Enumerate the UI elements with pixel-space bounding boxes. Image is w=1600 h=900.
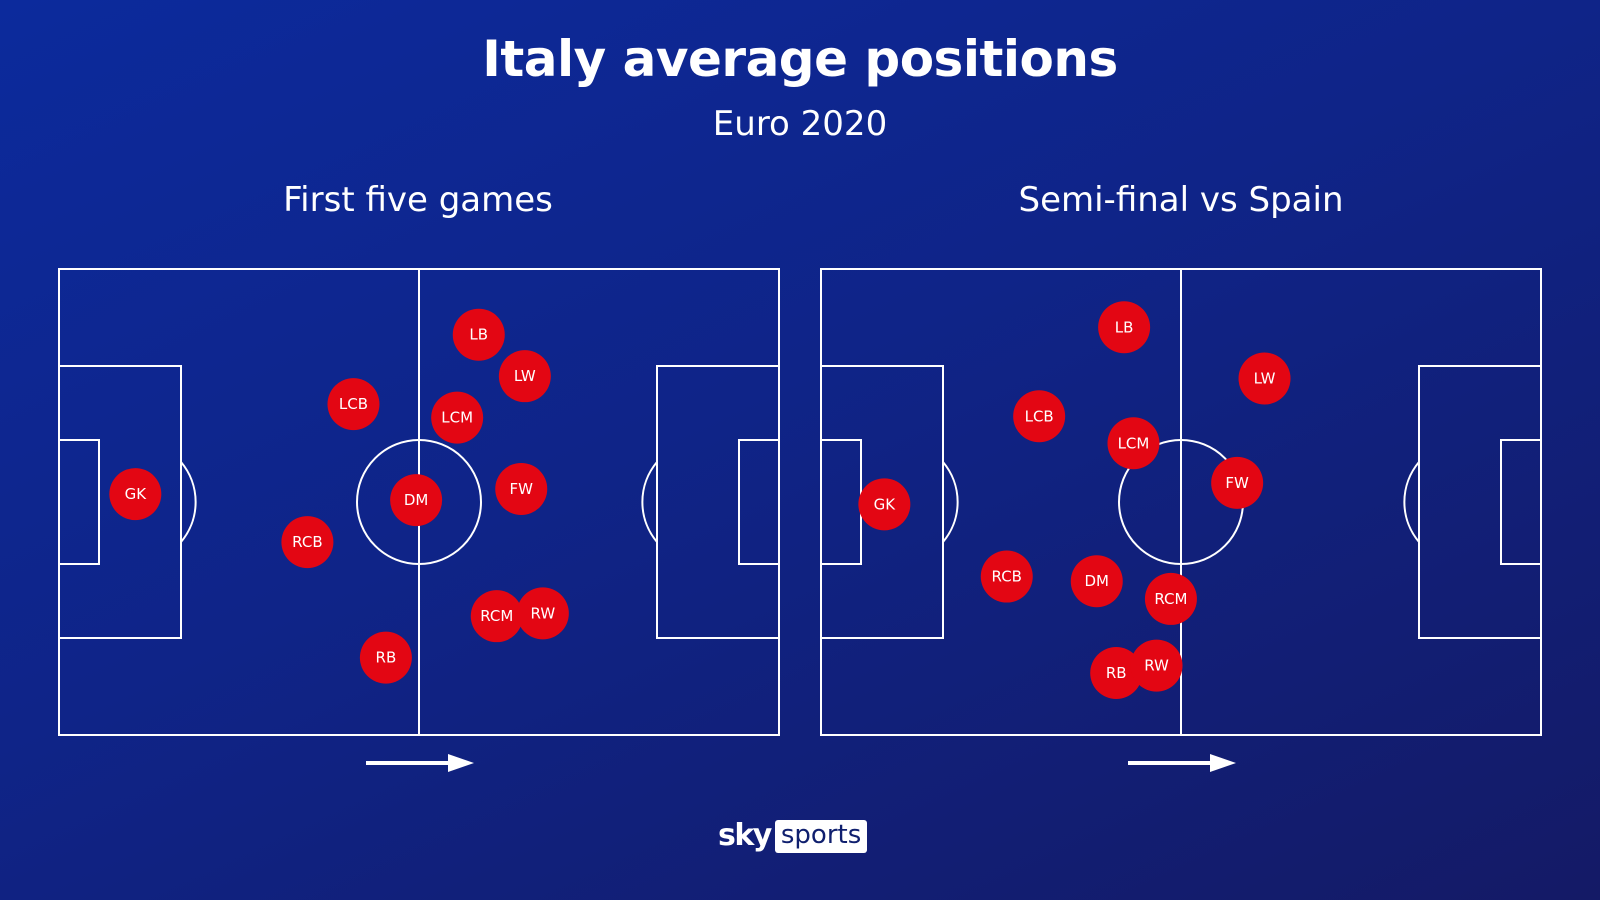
logo-sky-text: sky (718, 818, 772, 854)
player-marker-label: RW (531, 604, 556, 622)
player-marker-circle (470, 590, 523, 643)
player-marker-circle (281, 516, 334, 569)
sky-sports-logo: sky sports (718, 818, 868, 854)
player-marker-label: RCM (1154, 590, 1187, 608)
chart-subtitle: Euro 2020 (712, 104, 888, 144)
pitch-semi-final: GK LB LCB LCM LW FW RCB DM RCM RB RW (820, 268, 1542, 736)
player-marker-circle (431, 391, 484, 444)
panel-title-first-five-games: First five games (283, 180, 553, 220)
player-marker-lw: LW (498, 350, 551, 403)
pitch-markings (58, 268, 780, 736)
player-marker-label: RCB (992, 568, 1022, 586)
right-penalty-arc (641, 461, 658, 543)
player-marker-rcm: RCM (470, 590, 523, 643)
player-marker-circle (1013, 390, 1066, 443)
player-marker-circle (516, 587, 569, 640)
player-marker-label: RCM (480, 607, 513, 625)
player-marker-lb: LB (452, 308, 505, 361)
player-marker-rcm: RCM (1144, 572, 1197, 625)
right-penalty-arc (1403, 461, 1420, 543)
player-marker-lw: LW (1238, 352, 1291, 405)
player-marker-lcb: LCB (327, 378, 380, 431)
pitch-svg-semi-final: GK LB LCB LCM LW FW RCB DM RCM RB RW (820, 268, 1542, 736)
player-marker-label: LCM (441, 409, 473, 427)
left-six-yard-box (58, 439, 100, 565)
left-penalty-arc (942, 461, 959, 543)
player-marker-circle (452, 308, 505, 361)
right-six-yard-box (1500, 439, 1542, 565)
player-marker-rb: RB (1090, 647, 1143, 700)
player-marker-circle (327, 378, 380, 431)
player-marker-fw: FW (1211, 456, 1264, 509)
player-marker-circle (1211, 456, 1264, 509)
right-six-yard-box (738, 439, 780, 565)
left-six-yard-box (820, 439, 862, 565)
player-marker-circle (495, 462, 548, 515)
logo-sports-text: sports (774, 820, 868, 853)
player-marker-circle (1107, 417, 1160, 470)
player-marker-rcb: RCB (281, 516, 334, 569)
left-penalty-arc (180, 461, 197, 543)
centre-circle (356, 439, 482, 565)
player-marker-lcb: LCB (1013, 390, 1066, 443)
player-marker-rw: RW (516, 587, 569, 640)
attack-direction-arrow-icon (1128, 754, 1236, 772)
player-marker-rw: RW (1130, 639, 1183, 692)
player-marker-circle (1070, 555, 1123, 608)
player-markers: GK LB LCB LCM LW FW RCB DM RCM RB RW (858, 301, 1291, 700)
right-penalty-box (1418, 365, 1542, 639)
player-marker-label: LCB (1025, 407, 1054, 425)
player-marker-label: LB (469, 326, 488, 344)
panel-title-semi-final: Semi-final vs Spain (1018, 180, 1344, 220)
player-marker-dm: DM (390, 474, 443, 527)
right-penalty-box (656, 365, 780, 639)
player-marker-label: FW (510, 480, 534, 498)
player-marker-circle (1090, 647, 1143, 700)
pitch-first-five-games: GK LCB RCB DM LB LW LCM FW RCM RW RB (58, 268, 780, 736)
player-marker-label: RW (1144, 657, 1169, 675)
player-marker-label: LW (1254, 370, 1276, 388)
player-marker-rb: RB (359, 631, 412, 684)
player-marker-circle (1130, 639, 1183, 692)
player-marker-lcm: LCM (1107, 417, 1160, 470)
pitch-markings (820, 268, 1542, 736)
player-marker-circle (1098, 301, 1151, 354)
player-marker-gk: GK (109, 468, 162, 521)
player-marker-label: FW (1225, 474, 1249, 492)
player-marker-circle (858, 478, 911, 531)
player-marker-lb: LB (1098, 301, 1151, 354)
player-marker-fw: FW (495, 462, 548, 515)
player-marker-circle (1144, 572, 1197, 625)
player-marker-circle (390, 474, 443, 527)
player-marker-lcm: LCM (431, 391, 484, 444)
player-marker-label: LB (1115, 318, 1134, 336)
attack-direction-arrow-icon (366, 754, 474, 772)
player-marker-label: RB (376, 649, 397, 667)
player-marker-circle (109, 468, 162, 521)
player-marker-circle (980, 550, 1033, 603)
player-marker-circle (1238, 352, 1291, 405)
player-markers: GK LCB RCB DM LB LW LCM FW RCM RW RB (109, 308, 569, 684)
player-marker-rcb: RCB (980, 550, 1033, 603)
player-marker-circle (498, 350, 551, 403)
chart-title: Italy average positions (482, 30, 1118, 88)
player-marker-label: GK (125, 485, 148, 503)
pitch-svg-first-five-games: GK LCB RCB DM LB LW LCM FW RCM RW RB (58, 268, 780, 736)
player-marker-label: DM (1085, 572, 1110, 590)
player-marker-dm: DM (1070, 555, 1123, 608)
player-marker-label: LCB (339, 395, 368, 413)
player-marker-gk: GK (858, 478, 911, 531)
player-marker-label: LCM (1118, 434, 1150, 452)
player-marker-label: LW (514, 367, 536, 385)
player-marker-label: DM (404, 491, 429, 509)
player-marker-label: GK (874, 495, 897, 513)
player-marker-label: RB (1106, 664, 1127, 682)
player-marker-circle (359, 631, 412, 684)
player-marker-label: RCB (292, 533, 322, 551)
